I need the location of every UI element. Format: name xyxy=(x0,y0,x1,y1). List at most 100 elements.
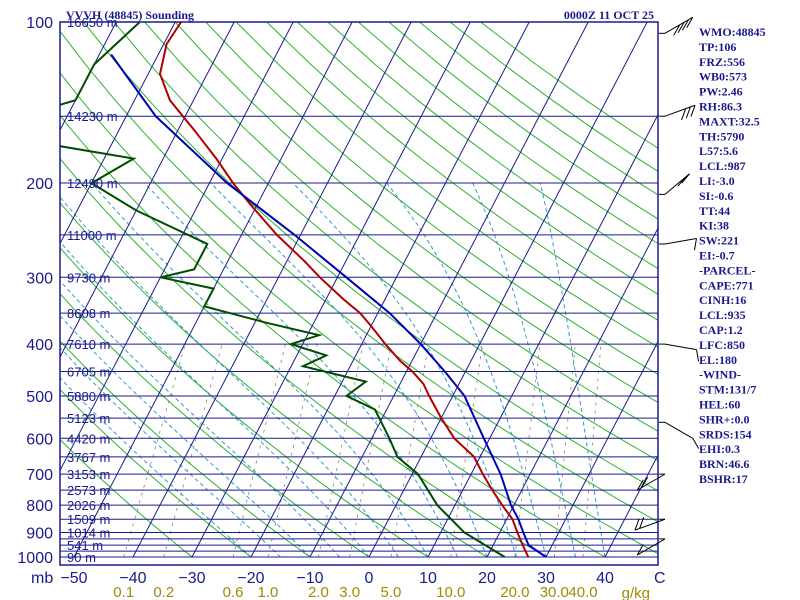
wind-barb-flag xyxy=(681,19,689,31)
sounding-index: SI:-0.6 xyxy=(699,189,733,203)
height-label: 16650 m xyxy=(67,15,118,30)
isotherm-line xyxy=(60,22,176,245)
wind-barb-flag xyxy=(681,173,690,184)
mixing-ratio-tick: 0.6 xyxy=(223,584,244,600)
dry-adiabat xyxy=(113,22,658,462)
wind-barb xyxy=(659,237,698,251)
wind-barb-flag xyxy=(685,106,691,119)
sounding-index: WB0:573 xyxy=(699,70,747,84)
isotherm-line xyxy=(427,113,658,558)
sounding-index: EHI:0.3 xyxy=(699,442,740,456)
wind-barb-flag xyxy=(696,349,700,362)
wind-barb-flag xyxy=(692,438,700,449)
temperature-tick: 0 xyxy=(365,570,374,587)
isotherms xyxy=(60,22,658,558)
isotherm-line xyxy=(132,22,412,558)
mixing-ratio-tick: 20.0 xyxy=(500,584,529,600)
temperature-tick: 10 xyxy=(419,570,437,587)
sounding-index: WMO:48845 xyxy=(699,25,766,39)
moist-adiabat xyxy=(386,182,547,558)
wind-barb-flag xyxy=(634,518,640,531)
sounding-index: TT:44 xyxy=(699,204,730,218)
sounding-index: LFC:850 xyxy=(699,338,745,352)
moist-adiabat xyxy=(210,182,488,558)
sounding-index: CINH:16 xyxy=(699,293,746,307)
temperature-tick: 20 xyxy=(478,570,496,587)
wind-barb-staff xyxy=(634,518,666,531)
isotherm-line xyxy=(250,22,530,558)
sounding-index: SW:221 xyxy=(699,234,739,248)
wind-barb-flag xyxy=(639,517,645,529)
height-label: 12490 m xyxy=(67,176,118,191)
height-label: 2573 m xyxy=(67,483,110,498)
sounding-index: CAPE:771 xyxy=(699,278,754,292)
temperature-unit: C xyxy=(654,570,666,587)
dry-adiabat xyxy=(60,72,658,555)
mixing-ratio-tick: 5.0 xyxy=(381,584,402,600)
mixing-ratio-line xyxy=(514,344,541,558)
wind-barb-flag xyxy=(677,22,685,33)
mixing-ratio-unit: g/kg xyxy=(622,585,650,600)
wind-barbs xyxy=(634,16,700,556)
mixing-ratio-lines xyxy=(123,343,602,558)
sounding-index: CAP:1.2 xyxy=(699,323,743,337)
isotherm-line xyxy=(309,22,589,558)
height-label: 5880 m xyxy=(67,389,110,404)
wind-barb xyxy=(659,16,694,36)
moist-adiabat xyxy=(144,182,458,558)
pressure-labels: 100 200 300 400 500 600 700 800 900 1000 xyxy=(17,15,53,567)
mixing-ratio-line xyxy=(123,343,186,558)
mixing-ratio-tick: 3.0 xyxy=(339,584,360,600)
mixing-ratio-tick: 1.0 xyxy=(258,584,279,600)
wind-barb xyxy=(659,421,700,449)
sounding-index: RH:86.3 xyxy=(699,100,742,114)
dry-adiabat xyxy=(83,22,658,492)
pressure-label: 500 xyxy=(26,389,53,406)
dewpoint-profile xyxy=(60,22,506,558)
sounding-index: TH:5790 xyxy=(699,129,744,143)
height-label: 3767 m xyxy=(67,450,110,465)
temperature-tick: −50 xyxy=(60,570,87,587)
wind-barb-staff xyxy=(664,173,690,195)
pressure-label: 900 xyxy=(26,526,53,543)
isotherm-line xyxy=(604,453,658,558)
wind-barb-flag xyxy=(673,24,681,36)
dry-adiabats xyxy=(60,22,658,558)
wind-barb-flag xyxy=(693,238,698,251)
sounding-index: LCL:935 xyxy=(699,308,746,322)
mixing-ratio-tick: 0.1 xyxy=(113,584,134,600)
isotherm-line xyxy=(60,22,117,132)
temperature-tick: −10 xyxy=(296,570,323,587)
mixing-ratio-labels: 0.1 0.2 0.6 1.0 2.0 3.0 5.0 10.0 20.0 30.0 40.0 xyxy=(113,584,597,600)
mixing-ratio-line xyxy=(582,344,602,558)
mixing-ratio-tick: 10.0 xyxy=(436,584,465,600)
isotherm-line xyxy=(60,22,294,472)
sounding-index: KI:38 xyxy=(699,219,729,233)
height-label: 1014 m xyxy=(67,526,110,541)
mixing-ratio-tick: 30.0 xyxy=(540,584,569,600)
wind-barb-staff xyxy=(664,104,696,117)
sounding-index: LCL:987 xyxy=(699,159,746,173)
mixing-ratio-line xyxy=(553,344,576,558)
sounding-index: -WIND- xyxy=(699,368,741,382)
plot-frame xyxy=(59,21,659,566)
sounding-index: EI:-0.7 xyxy=(699,249,735,263)
temperature-tick: −20 xyxy=(237,570,264,587)
isotherm-line xyxy=(60,22,235,359)
station-title: VVVH (48845) Sounding xyxy=(66,8,194,22)
height-labels: 16650 m 14230 m 12490 m 11000 m 9730 m 8608 m… xyxy=(67,15,118,565)
temperature-tick: 40 xyxy=(596,570,614,587)
sounding-index: BRN:46.6 xyxy=(699,457,749,471)
mixing-ratio-tick: 2.0 xyxy=(308,584,329,600)
height-label: 4420 m xyxy=(67,431,110,446)
height-label: 1509 m xyxy=(67,512,110,527)
mixing-ratio-tick: 40.0 xyxy=(568,584,597,600)
pressure-label: 700 xyxy=(26,467,53,484)
pressure-axis-unit: mb xyxy=(31,570,53,587)
wind-barb xyxy=(659,104,696,121)
height-label: 14230 m xyxy=(67,109,118,124)
height-label: 5123 m xyxy=(67,411,110,426)
pressure-label: 200 xyxy=(26,176,53,193)
moist-adiabat xyxy=(539,182,606,558)
